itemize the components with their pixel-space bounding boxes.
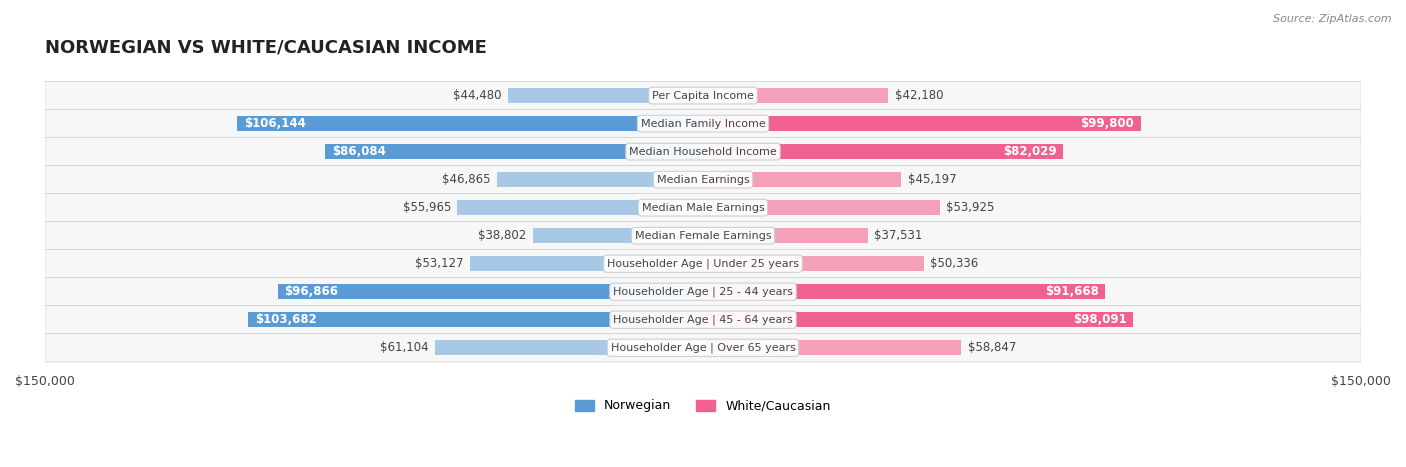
FancyBboxPatch shape xyxy=(45,165,1361,194)
Text: $96,866: $96,866 xyxy=(284,285,339,298)
Text: $53,925: $53,925 xyxy=(946,201,994,214)
Bar xyxy=(703,116,1140,131)
Bar xyxy=(238,116,703,131)
Text: $58,847: $58,847 xyxy=(967,341,1017,354)
Bar xyxy=(533,228,703,243)
FancyBboxPatch shape xyxy=(45,277,1361,306)
Text: Householder Age | 25 - 44 years: Householder Age | 25 - 44 years xyxy=(613,286,793,297)
Text: Median Female Earnings: Median Female Earnings xyxy=(634,231,772,241)
Text: $42,180: $42,180 xyxy=(894,89,943,102)
Bar xyxy=(703,284,1105,299)
Bar xyxy=(703,340,962,355)
Text: $103,682: $103,682 xyxy=(254,313,316,326)
Text: Householder Age | 45 - 64 years: Householder Age | 45 - 64 years xyxy=(613,314,793,325)
Bar xyxy=(703,228,868,243)
Text: $99,800: $99,800 xyxy=(1080,117,1135,130)
Bar xyxy=(703,144,1063,159)
Text: $38,802: $38,802 xyxy=(478,229,526,242)
Text: $44,480: $44,480 xyxy=(453,89,502,102)
Text: Per Capita Income: Per Capita Income xyxy=(652,91,754,100)
Text: Median Earnings: Median Earnings xyxy=(657,175,749,184)
FancyBboxPatch shape xyxy=(45,109,1361,138)
Text: Source: ZipAtlas.com: Source: ZipAtlas.com xyxy=(1274,14,1392,24)
Bar xyxy=(278,284,703,299)
Bar xyxy=(325,144,703,159)
FancyBboxPatch shape xyxy=(45,221,1361,250)
Bar xyxy=(457,200,703,215)
Text: $37,531: $37,531 xyxy=(875,229,922,242)
Bar xyxy=(247,312,703,327)
Text: Householder Age | Under 25 years: Householder Age | Under 25 years xyxy=(607,258,799,269)
Bar xyxy=(703,256,924,271)
Bar xyxy=(703,88,889,103)
Text: Median Male Earnings: Median Male Earnings xyxy=(641,203,765,212)
Text: Median Household Income: Median Household Income xyxy=(628,147,778,156)
FancyBboxPatch shape xyxy=(45,249,1361,278)
FancyBboxPatch shape xyxy=(45,137,1361,166)
Legend: Norwegian, White/Caucasian: Norwegian, White/Caucasian xyxy=(571,395,835,417)
Text: Median Family Income: Median Family Income xyxy=(641,119,765,128)
Text: $45,197: $45,197 xyxy=(908,173,956,186)
Text: $50,336: $50,336 xyxy=(931,257,979,270)
Bar xyxy=(498,172,703,187)
Text: $106,144: $106,144 xyxy=(243,117,305,130)
Bar xyxy=(703,172,901,187)
Bar xyxy=(434,340,703,355)
Text: $46,865: $46,865 xyxy=(443,173,491,186)
Text: $82,029: $82,029 xyxy=(1002,145,1056,158)
Text: $55,965: $55,965 xyxy=(402,201,451,214)
Bar xyxy=(703,200,939,215)
FancyBboxPatch shape xyxy=(45,333,1361,362)
FancyBboxPatch shape xyxy=(45,81,1361,110)
Bar xyxy=(508,88,703,103)
FancyBboxPatch shape xyxy=(45,193,1361,222)
Text: $98,091: $98,091 xyxy=(1073,313,1126,326)
Bar xyxy=(470,256,703,271)
Text: $91,668: $91,668 xyxy=(1045,285,1098,298)
Text: $61,104: $61,104 xyxy=(380,341,429,354)
FancyBboxPatch shape xyxy=(45,305,1361,334)
Text: $53,127: $53,127 xyxy=(415,257,464,270)
Text: Householder Age | Over 65 years: Householder Age | Over 65 years xyxy=(610,342,796,353)
Text: NORWEGIAN VS WHITE/CAUCASIAN INCOME: NORWEGIAN VS WHITE/CAUCASIAN INCOME xyxy=(45,38,486,57)
Bar xyxy=(703,312,1133,327)
Text: $86,084: $86,084 xyxy=(332,145,385,158)
